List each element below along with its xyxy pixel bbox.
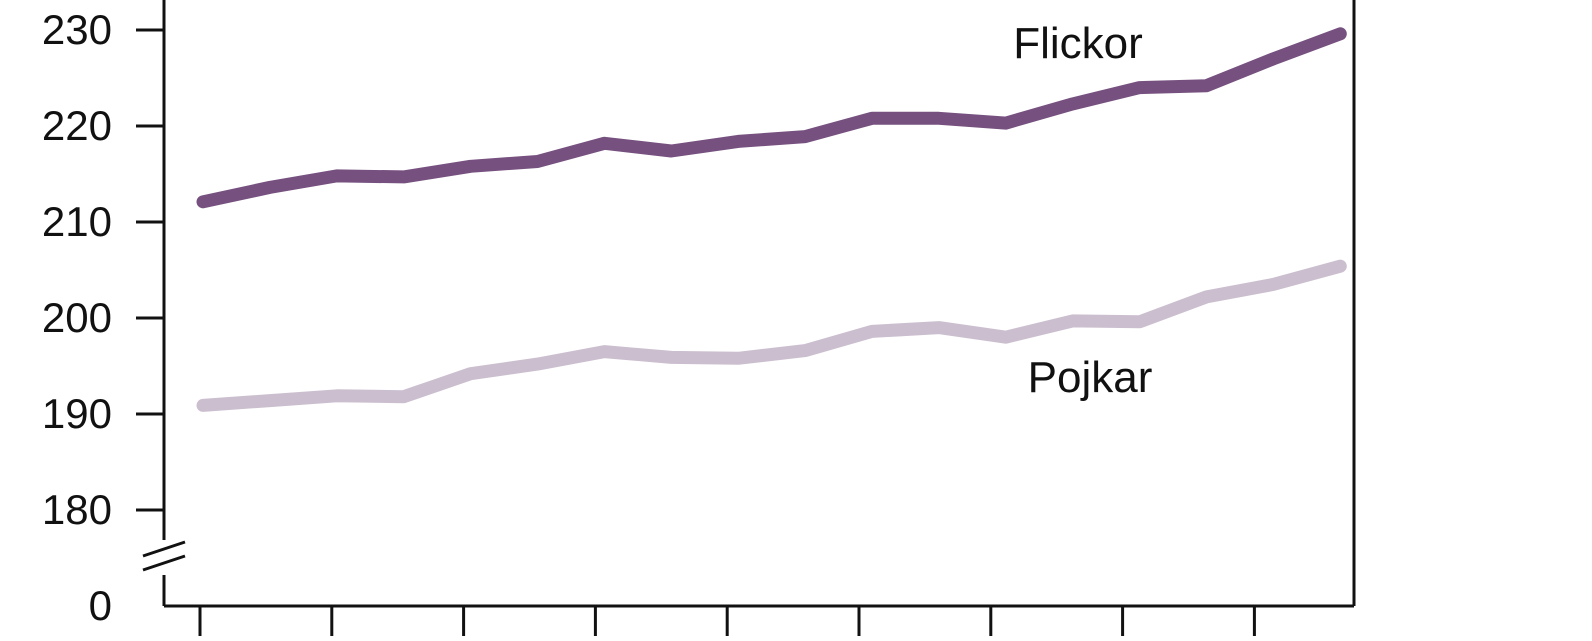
axis-break-mark xyxy=(142,540,186,558)
series-line xyxy=(196,27,1347,209)
axis-break-mark xyxy=(142,554,186,572)
y-tick-label: 230 xyxy=(42,6,112,53)
series-line xyxy=(196,259,1347,412)
series-labels: Flickor Pojkar xyxy=(1013,19,1152,402)
y-tick-label: 0 xyxy=(89,582,112,629)
y-tick-label: 200 xyxy=(42,294,112,341)
axes: 0 180 190 200 210 220 230 xyxy=(42,0,1356,636)
y-tick-label: 210 xyxy=(42,198,112,245)
series-label: Flickor xyxy=(1013,19,1143,68)
y-tick-label: 180 xyxy=(42,486,112,533)
y-tick-label: 190 xyxy=(42,390,112,437)
series-label: Pojkar xyxy=(1028,353,1153,402)
y-tick-label: 220 xyxy=(42,102,112,149)
series-layer xyxy=(196,27,1347,412)
